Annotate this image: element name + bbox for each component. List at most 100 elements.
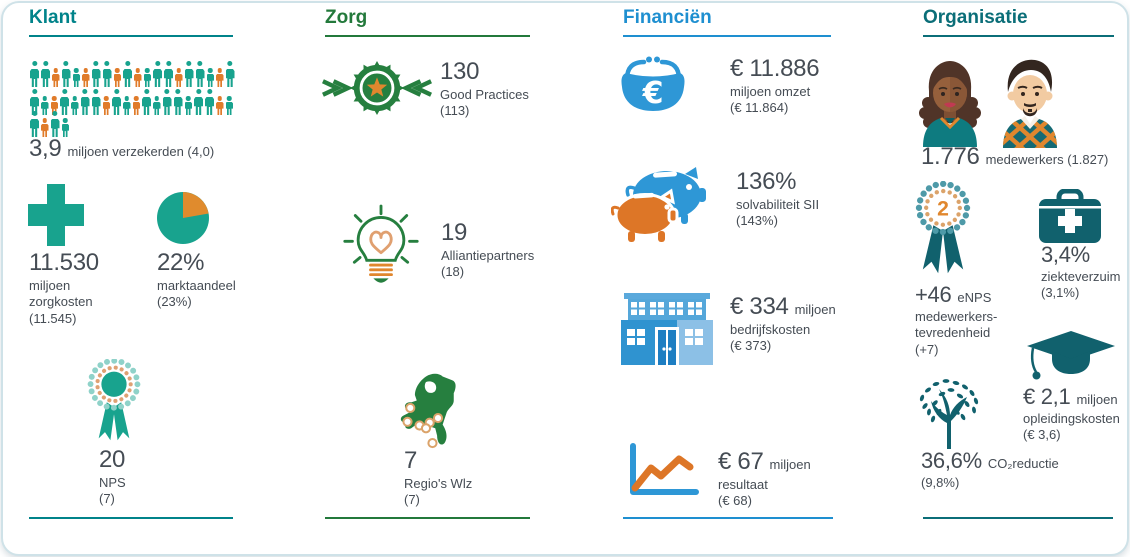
person-icon: [82, 68, 90, 87]
metric-label: Regio's Wlz: [404, 476, 473, 492]
person-icon: [185, 96, 193, 115]
person-icon: [144, 68, 152, 87]
metric-bedrijfskosten: € 334 miljoen bedrijfskosten (€ 373): [730, 294, 836, 355]
graduation-cap-icon: [1027, 331, 1115, 380]
metric-label: miljoen: [29, 278, 71, 294]
metric-label: NPS: [99, 475, 126, 491]
person-icon: [163, 89, 172, 115]
metric-value: 3,4%: [1041, 242, 1090, 267]
office-building-icon: [621, 293, 713, 365]
previous-year-value: (€ 373): [730, 338, 772, 354]
person-icon: [216, 68, 224, 87]
metric-solvabiliteit: 136% solvabiliteit SII (143%): [736, 169, 819, 230]
column-rule-zorg: [325, 517, 530, 519]
person-icon: [103, 96, 111, 115]
person-icon: [112, 89, 121, 115]
person-icon: [51, 111, 60, 137]
person-icon: [92, 61, 101, 87]
purse-euro-icon: €: [621, 56, 685, 111]
man-avatar: [1003, 59, 1057, 148]
person-icon: [205, 89, 214, 115]
metric-label: opleidingskosten: [1023, 411, 1120, 427]
metric-label: Good Practices: [440, 87, 529, 103]
previous-year-value: (113): [440, 103, 470, 119]
previous-year-value: (3,1%): [1041, 285, 1080, 301]
metric-unit: eNPS: [957, 290, 992, 305]
person-icon: [81, 89, 90, 115]
metric-opleidingskosten: € 2,1 miljoen opleidingskosten (€ 3,6): [1023, 385, 1120, 444]
metric-value: 136%: [736, 168, 797, 195]
previous-year-value: (11.545): [29, 310, 77, 326]
metric-medewerkers: 1.776 medewerkers (1.827): [921, 144, 1108, 172]
metric-value: 20: [99, 446, 126, 473]
previous-year-value: (7): [404, 492, 420, 508]
pie-chart-icon: [157, 192, 209, 244]
person-icon: [134, 68, 142, 87]
enps-rosette-icon: 2: [915, 181, 971, 274]
person-icon: [174, 89, 183, 115]
person-icon: [185, 61, 194, 87]
metric-resultaat: € 67 miljoen resultaat (€ 68): [718, 449, 811, 510]
lightbulb-heart-icon: [343, 204, 419, 283]
metric-unit: miljoen: [1076, 392, 1118, 407]
metric-label: miljoen verzekerden (4,0): [67, 144, 215, 159]
previous-year-value: (€ 68): [718, 493, 752, 509]
person-icon: [62, 118, 70, 137]
person-icon: [226, 61, 235, 87]
person-icon: [196, 61, 205, 87]
person-icon: [123, 96, 131, 115]
metric-value: € 2,1: [1023, 384, 1071, 409]
metric-value: 11.530: [29, 249, 99, 276]
person-icon: [41, 96, 49, 115]
piggy-banks-icon: [611, 167, 706, 242]
woman-avatar: [919, 61, 981, 147]
person-icon: [114, 68, 122, 87]
person-icon: [71, 96, 79, 115]
metric-unit: miljoen: [769, 457, 811, 472]
metric-label: miljoen omzet: [730, 84, 811, 100]
person-icon: [207, 68, 215, 87]
person-icon: [123, 61, 132, 87]
insured-pictogram: [29, 59, 241, 137]
person-icon: [226, 96, 234, 115]
metric-good-practices: 130 Good Practices (113): [440, 59, 529, 120]
tree-icon: [919, 379, 979, 449]
metric-marktaandeel: 22% marktaandeel (23%): [157, 250, 236, 311]
previous-year-value: (18): [441, 264, 465, 280]
metric-label: solvabiliteit SII: [736, 197, 820, 213]
person-icon: [30, 111, 39, 137]
metric-co2-reductie: 36,6% CO₂reductie (9,8%): [921, 449, 1059, 491]
column-title-klant: Klant: [29, 7, 233, 37]
medical-cross-icon: [28, 184, 84, 246]
netherlands-map-icon: [400, 373, 456, 449]
metric-regios-wlz: 7 Regio's Wlz (7): [404, 448, 472, 509]
metric-label: zorgkosten: [29, 294, 93, 310]
metric-value: € 67: [718, 448, 764, 475]
metric-value: 1.776: [921, 143, 980, 170]
metric-value: 130: [440, 58, 480, 85]
previous-year-value: (+7): [915, 341, 939, 357]
person-icon: [62, 61, 71, 87]
person-icon: [133, 96, 141, 115]
metric-alliantiepartners: 19 Alliantiepartners (18): [441, 220, 534, 281]
line-chart-icon: [630, 443, 699, 495]
metric-value: € 334: [730, 293, 789, 320]
metric-verzekerden: 3,9 miljoen verzekerden (4,0): [29, 136, 214, 164]
column-rule-klant: [29, 517, 233, 519]
metric-nps: 20 NPS (7): [99, 447, 126, 508]
metric-label: CO₂reductie: [987, 456, 1059, 471]
metric-value: € 11.886: [730, 55, 820, 82]
medal-star-badge-icon: [322, 60, 432, 116]
person-icon: [73, 68, 81, 87]
award-rosette-icon: [87, 359, 141, 441]
person-icon: [216, 96, 224, 115]
metric-unit: miljoen: [794, 302, 836, 317]
previous-year-value: (143%): [736, 213, 778, 229]
metric-label: medewerkers (1.827): [985, 152, 1109, 167]
previous-year-value: (7): [99, 491, 115, 507]
person-icon: [164, 61, 173, 87]
first-aid-kit-icon: [1039, 189, 1101, 243]
metric-label: Alliantiepartners: [441, 248, 535, 264]
person-icon: [30, 61, 39, 87]
